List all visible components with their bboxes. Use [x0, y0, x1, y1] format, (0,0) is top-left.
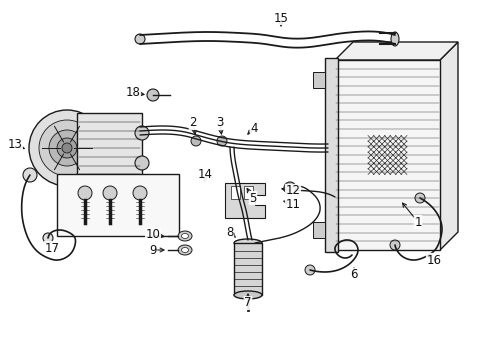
Text: 14: 14 [197, 168, 212, 181]
Circle shape [135, 34, 145, 44]
Polygon shape [439, 42, 457, 250]
Circle shape [103, 186, 117, 200]
Circle shape [135, 126, 149, 140]
Text: 1: 1 [413, 216, 421, 229]
Text: 7: 7 [244, 297, 251, 310]
Ellipse shape [234, 291, 262, 299]
Circle shape [39, 120, 95, 176]
Circle shape [49, 130, 85, 166]
Circle shape [191, 136, 201, 146]
Circle shape [414, 193, 424, 203]
Polygon shape [312, 72, 325, 88]
Text: 4: 4 [250, 122, 257, 135]
Circle shape [29, 110, 105, 186]
Text: 2: 2 [189, 117, 196, 130]
Text: 6: 6 [349, 269, 357, 282]
Circle shape [389, 240, 399, 250]
Ellipse shape [178, 245, 192, 255]
Polygon shape [334, 60, 439, 250]
Polygon shape [224, 183, 264, 218]
Circle shape [62, 143, 72, 153]
Text: 11: 11 [285, 198, 300, 211]
Circle shape [217, 136, 226, 146]
Text: 18: 18 [125, 86, 140, 99]
FancyBboxPatch shape [57, 174, 179, 236]
Circle shape [43, 233, 53, 243]
Circle shape [57, 138, 77, 158]
Text: 15: 15 [273, 12, 288, 24]
FancyBboxPatch shape [243, 185, 252, 198]
Text: 9: 9 [149, 243, 157, 256]
Circle shape [133, 186, 147, 200]
Circle shape [305, 265, 314, 275]
Ellipse shape [181, 248, 188, 252]
Ellipse shape [178, 231, 192, 241]
Ellipse shape [390, 32, 398, 46]
Text: 3: 3 [216, 117, 223, 130]
Circle shape [147, 89, 159, 101]
Circle shape [135, 156, 149, 170]
Text: 12: 12 [285, 184, 300, 198]
Polygon shape [234, 243, 262, 295]
Text: 5: 5 [249, 192, 256, 204]
Text: 8: 8 [226, 225, 233, 238]
Ellipse shape [181, 234, 188, 238]
Polygon shape [334, 42, 457, 60]
Ellipse shape [234, 239, 262, 247]
Text: 16: 16 [426, 253, 441, 266]
Polygon shape [325, 58, 337, 252]
Text: 13: 13 [7, 139, 22, 152]
Circle shape [284, 182, 295, 194]
Text: 17: 17 [44, 242, 60, 255]
Text: 10: 10 [145, 229, 160, 242]
Polygon shape [312, 222, 325, 238]
Circle shape [78, 186, 92, 200]
Polygon shape [77, 113, 142, 183]
FancyBboxPatch shape [230, 185, 239, 198]
Circle shape [23, 168, 37, 182]
